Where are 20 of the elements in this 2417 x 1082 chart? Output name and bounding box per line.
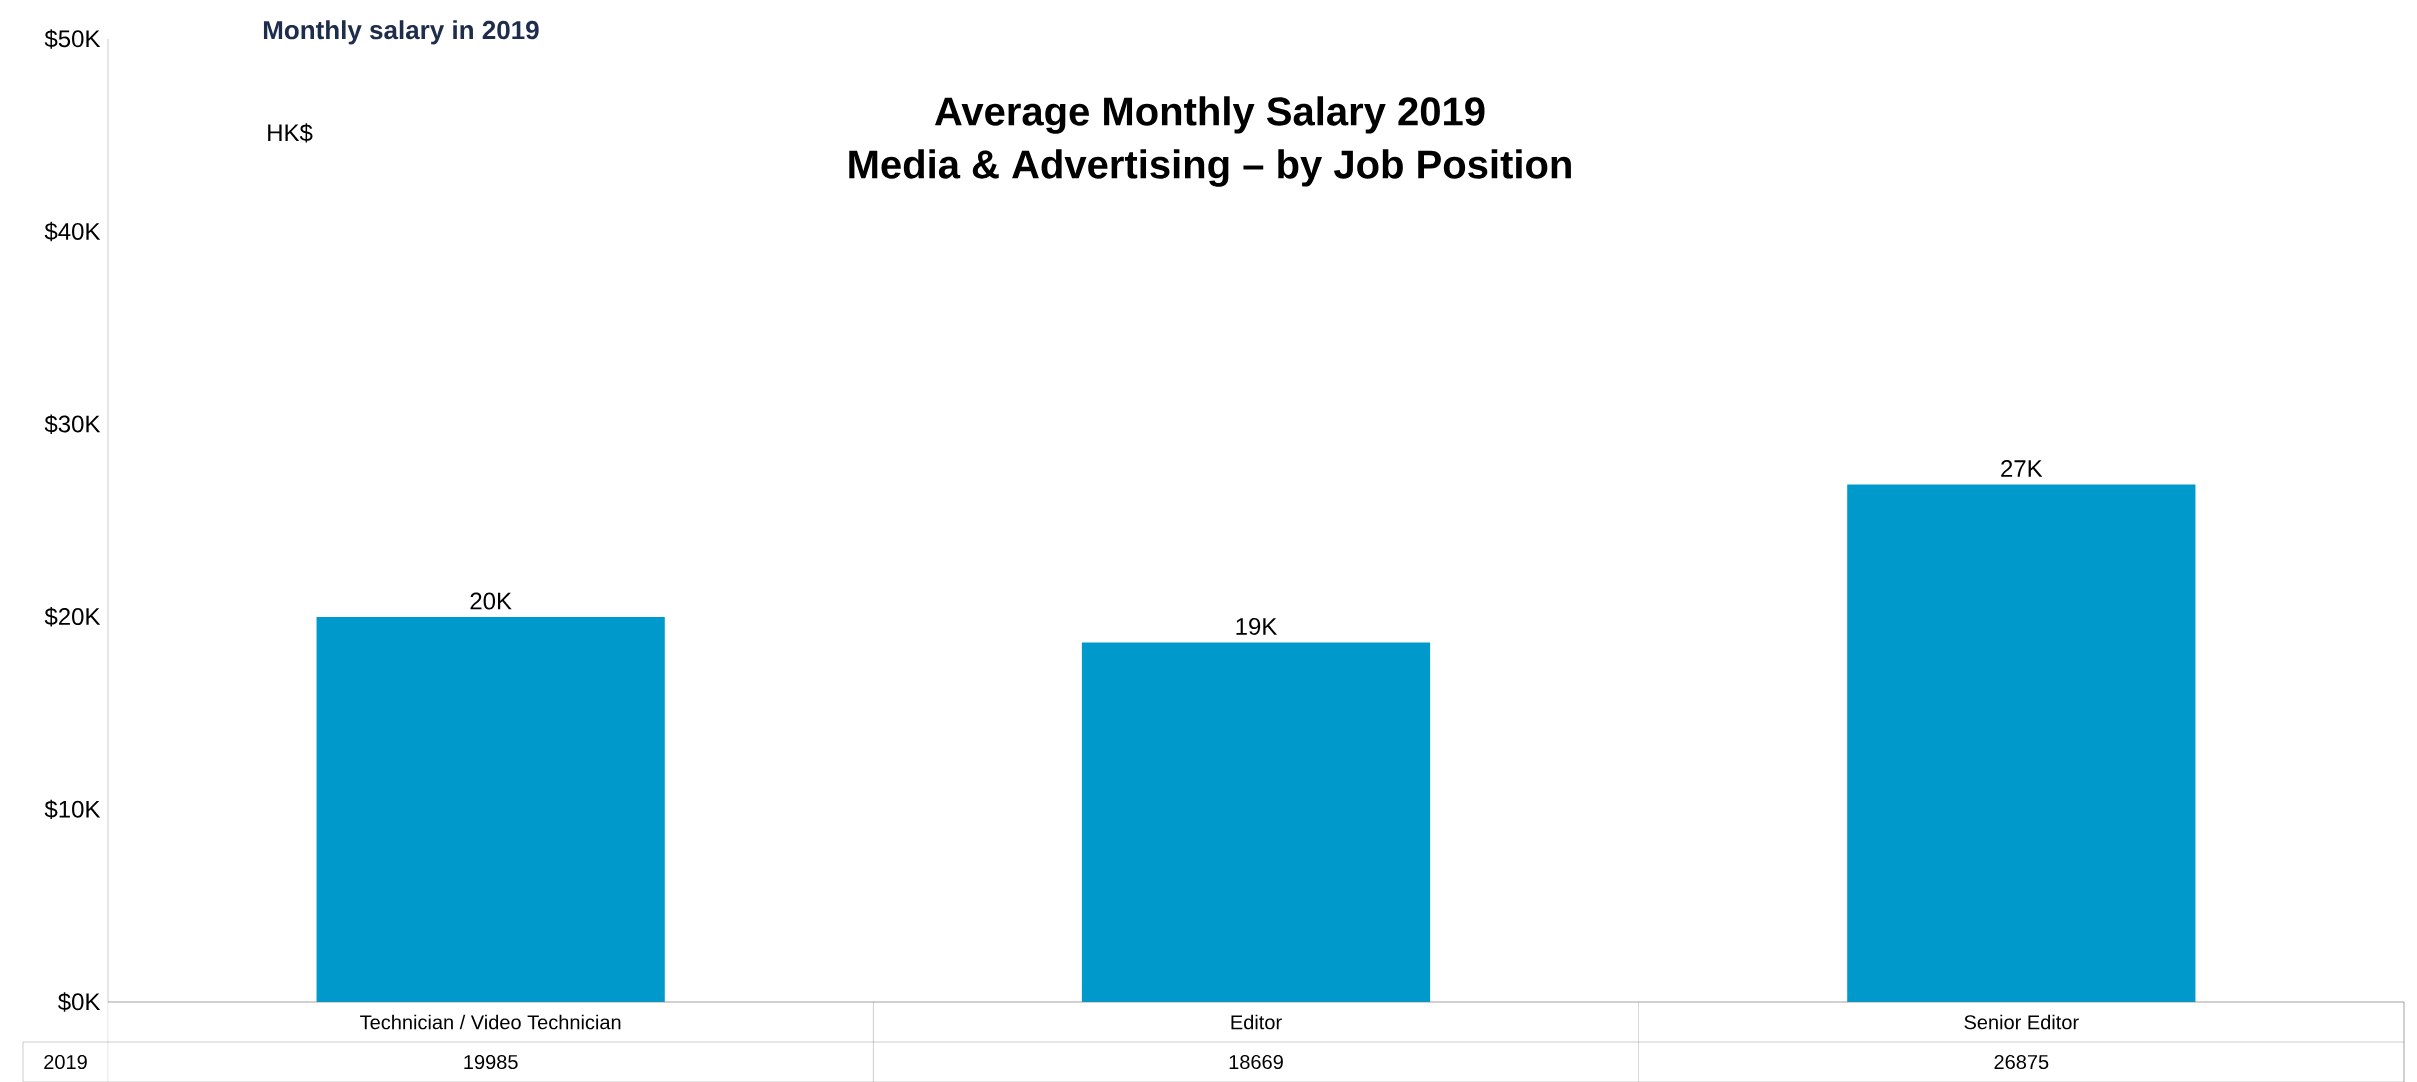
y-tick-label: $30K — [44, 414, 101, 434]
text: Average Monthly Salary 2019 — [934, 96, 1485, 134]
annotation: HK$ — [268, 123, 313, 143]
x-tick-label: Technician / Video Technician — [360, 1014, 621, 1030]
annotation: 19K — [1236, 617, 1278, 635]
annotation: 20K — [470, 592, 512, 610]
y-tick-label: $0K — [58, 992, 101, 1012]
data-label: 18669 — [1229, 1054, 1283, 1070]
annotation: 27K — [2001, 460, 2043, 477]
y-tick-label: $40K — [44, 221, 101, 242]
x-tick-label: Senior Editor — [1964, 1014, 2079, 1030]
text: 2019 — [44, 1054, 87, 1070]
data-label: 26875 — [1994, 1054, 2049, 1070]
y-tick-label: $10K — [44, 799, 101, 820]
data-label: 19985 — [464, 1054, 518, 1070]
text: Media & Advertising – by Job Position — [849, 149, 1571, 187]
y-tick-label: $20K — [44, 607, 101, 627]
annotation: Monthly salary in 2019 — [263, 20, 539, 45]
x-tick-label: Editor — [1231, 1014, 1282, 1030]
y-tick-label: $50K — [44, 29, 101, 49]
